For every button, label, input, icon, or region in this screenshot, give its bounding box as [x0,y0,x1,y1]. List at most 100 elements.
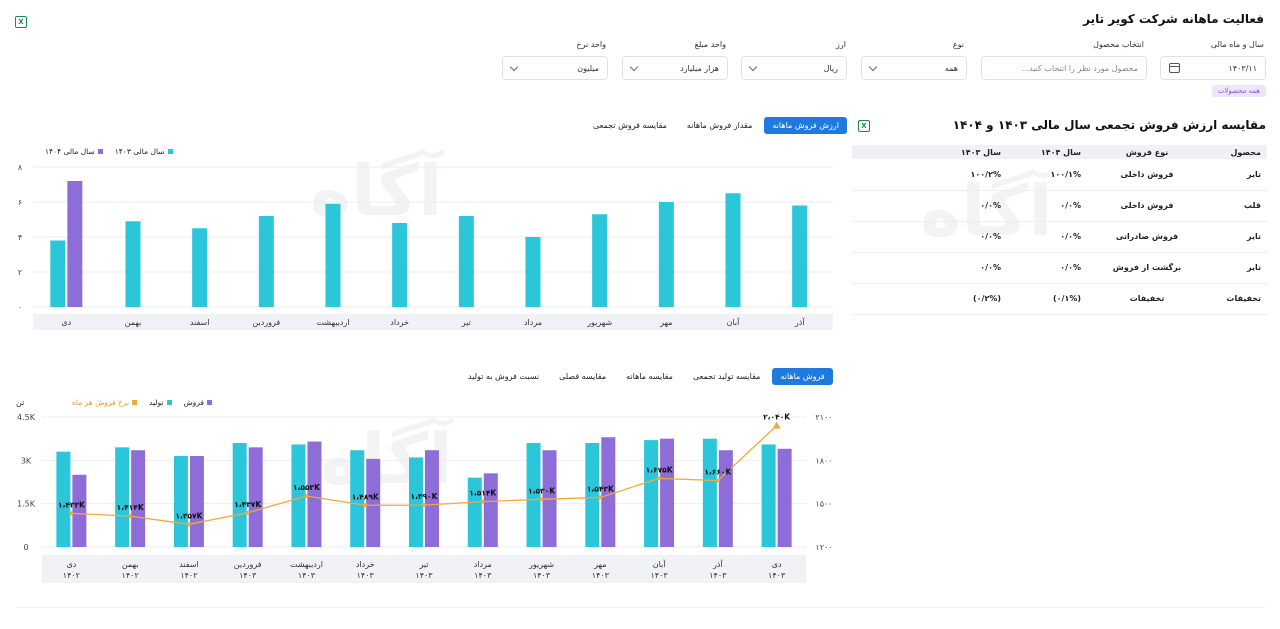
legend-item[interactable]: فروش [184,398,213,407]
bar-sales [248,447,263,547]
x-tick-year-label: ۱۴۰۳ [239,571,257,580]
legend-item[interactable]: سال مالی ۱۴۰۴ [45,147,103,156]
rate-data-label: ۱،۴۳۷K [234,500,262,509]
rate-unit-select[interactable]: میلیون [502,56,608,80]
table-row: تایر برگشت از فروش ۰/۰% ۰/۰% [852,252,1267,284]
bar-production [526,443,541,547]
monthly-sales-production-chart: 0 1.5K 3K 4.5K ۱۲۰۰ ۱۵۰۰ ۱۸۰۰ ۲۱۰۰ دی ۱۴۰۲ بهمن ۱۴۰… [17,413,833,583]
y-left-tick-label: 4.5K [17,413,36,422]
top-chart-legend: سال مالی ۱۴۰۳ سال مالی ۱۴۰۴ [45,147,173,156]
bar-sales [660,438,675,547]
rate-data-label: ۲،۰۴۰K [763,413,791,422]
rate-data-label: ۱،۵۳۰K [528,486,556,495]
bar-1403 [725,193,741,307]
rate-data-label: ۱،۴۸۹K [352,492,380,501]
table-row: تخفیفات تخفیفات (۰/۱%) (۰/۲%) [852,283,1267,315]
currency-select[interactable]: ریال [741,56,847,80]
tab-seasonal-comparison[interactable]: مقایسه فصلی [559,372,607,381]
tab-cumulative-production[interactable]: مقایسه تولید تجمعی [692,372,761,381]
rate-point [539,497,544,502]
chevron-down-icon [629,62,639,71]
rate-point [657,476,662,481]
legend-item[interactable]: سال مالی ۱۴۰۳ [115,147,173,156]
table-cell: ۰/۰% [1007,190,1087,222]
tab-cumulative-sales[interactable]: مقایسه فروش تجمعی [593,121,667,130]
all-products-badge[interactable]: همه محصولات [1211,85,1266,97]
y-tick-label: ۰ [18,303,22,312]
table-cell: ۰/۰% [1007,221,1087,253]
y-tick-label: ۲ [18,268,22,277]
x-tick-label: اردیبهشت [317,318,350,327]
bar-production [585,443,600,547]
bar-production [702,438,717,547]
tab-monthly-sales-quantity[interactable]: مقدار فروش ماهانه [686,121,753,130]
bar-1403 [792,205,808,307]
tab-monthly-sales[interactable]: فروش ماهانه [772,368,833,385]
x-tick-label: آبان [727,317,741,327]
y-right-tick-label: ۱۸۰۰ [815,456,832,465]
year-month-label: سال و ماه مالی [1210,40,1264,49]
bar-1403 [525,237,541,307]
x-tick-label: خرداد [356,560,375,569]
legend-item[interactable]: نرخ فروش هر ماه [72,398,138,407]
excel-export-icon[interactable]: X [15,16,27,28]
x-tick-year-label: ۱۴۰۳ [474,571,492,580]
amount-unit-select[interactable]: هزار میلیارد [622,56,728,80]
y-tick-label: ۶ [18,198,22,207]
legend-item[interactable]: تولید [149,398,172,407]
tab-monthly-comparison[interactable]: مقایسه ماهانه [626,372,673,381]
x-tick-year-label: ۱۴۰۳ [357,571,375,580]
bar-production [291,444,306,547]
type-label: نوع [952,40,964,49]
year-month-field[interactable]: ۱۴۰۳/۱۱ [1160,56,1266,80]
x-tick-label: اسفند [190,318,210,327]
x-tick-year-label: ۱۴۰۳ [533,571,551,580]
x-tick-label: فروردین [252,318,280,327]
y-right-tick-label: ۱۲۰۰ [815,543,832,552]
table-cell: ۰/۰% [852,252,1007,284]
table-cell: برگشت از فروش [1087,252,1207,284]
table-cell: تایر [1207,159,1267,191]
tab-sales-to-production[interactable]: نسبت فروش به تولید [468,372,540,381]
tab-monthly-sales-value[interactable]: ارزش فروش ماهانه [764,117,847,134]
table-cell: فروش داخلی [1087,159,1207,191]
rate-data-label: ۱،۵۴۳K [587,484,615,493]
rate-point [128,514,133,519]
bar-production [232,443,247,547]
monthly-sales-value-chart: ۰ ۲ ۴ ۶ ۸ آذر آبان مهر شهریور مرداد تیر خرداد اردیبه… [18,163,833,330]
bar-1403 [325,203,341,307]
excel-export-icon[interactable]: X [858,120,870,132]
x-tick-year-label: ۱۴۰۲ [122,571,139,580]
bar-sales [189,456,204,547]
legend-swatch [166,400,172,405]
x-tick-label: مرداد [474,560,492,569]
x-tick-year-label: ۱۴۰۳ [415,571,433,580]
y-left-tick-label: 1.5K [17,500,36,509]
legend-swatch [207,400,213,405]
legend-label: تولید [149,398,164,407]
table-cell: تخفیفات [1087,283,1207,315]
chevron-down-icon [868,62,878,71]
table-title: مقایسه ارزش فروش تجمعی سال مالی ۱۴۰۳ و ۱… [952,118,1266,132]
table-cell: فروش داخلی [1087,190,1207,222]
bar-sales [601,437,616,547]
x-axis-band [33,314,833,330]
y-tick-label: ۸ [18,163,23,172]
y-tick-label: ۴ [18,233,22,242]
rate-data-label: ۱،۵۵۳K [293,483,321,492]
bar-production [115,447,130,547]
x-tick-label: مهر [593,560,606,569]
type-select[interactable]: همه [861,56,967,80]
legend-swatch [167,149,173,154]
x-tick-label: فروردین [234,560,262,569]
table-header: نوع فروش [1087,145,1207,159]
x-tick-label: دی [772,560,782,569]
rate-unit-value: میلیون [577,63,599,73]
table-cell: ۰/۰% [852,190,1007,222]
page-title: فعالیت ماهانه شرکت کویر تایر [1083,12,1264,26]
currency-value: ریال [823,63,838,73]
bar-1404 [67,181,83,307]
sales-comparison-table: محصول نوع فروش سال ۱۴۰۴ سال ۱۴۰۳ تایر فر… [852,145,1267,315]
x-tick-label: شهریور [528,560,554,569]
product-select[interactable]: محصول مورد نظر را انتخاب کنید... [981,56,1147,80]
